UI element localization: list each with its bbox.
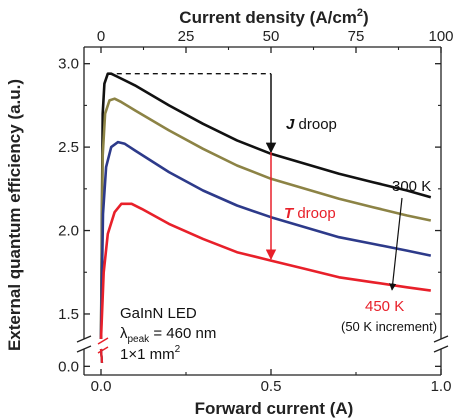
- series-stub-3: [99, 348, 104, 363]
- series-line-1: [99, 97, 432, 340]
- x-tick-label: 1.0: [431, 378, 452, 395]
- x2-axis-title: Current density (A/cm2): [179, 7, 368, 27]
- series-layer: [99, 72, 432, 363]
- y-lower-tick-label: 0.0: [58, 358, 79, 375]
- y-tick-label: 1.5: [58, 306, 79, 323]
- x-tick-label: 0.5: [261, 378, 282, 395]
- x2-tick-label: 0: [97, 28, 105, 45]
- axis-break-left: [76, 335, 92, 353]
- label-300k: 300 K: [392, 178, 431, 195]
- x-tick-label: 0.0: [91, 378, 112, 395]
- series-line-0: [99, 72, 432, 340]
- device-label: GaInN LED: [120, 305, 197, 322]
- y-tick-label: 2.0: [58, 223, 79, 240]
- x2-tick-label: 50: [263, 28, 280, 45]
- size-label: 1×1 mm2: [120, 344, 181, 363]
- y-tick-label: 3.0: [58, 56, 79, 73]
- curve-break-mark: [97, 337, 109, 354]
- ticks-layer: 0.0 0.5 1.0 0 25 50 75 100 1.5 2.0 2.5 3.0 0.0: [58, 28, 453, 395]
- y-tick-label: 2.5: [58, 139, 79, 156]
- series-line-3: [99, 202, 431, 340]
- x2-tick-label: 75: [348, 28, 365, 45]
- j-droop-label: J droop: [286, 116, 337, 133]
- x2-tick-label: 100: [428, 28, 453, 45]
- label-450k: 450 K: [365, 298, 404, 315]
- x-axis-title: Forward current (A): [195, 399, 354, 418]
- wavelength-label: λpeak = 460 nm: [120, 325, 216, 345]
- t-droop-label: T droop: [284, 205, 336, 222]
- axis-break-right: [433, 335, 449, 353]
- series-line-2: [99, 140, 432, 340]
- increment-label: (50 K increment): [341, 319, 437, 334]
- x2-tick-label: 25: [178, 28, 195, 45]
- y-axis-title: External quantum efficiency (a.u.): [5, 79, 24, 351]
- temperature-arrow: [389, 197, 403, 291]
